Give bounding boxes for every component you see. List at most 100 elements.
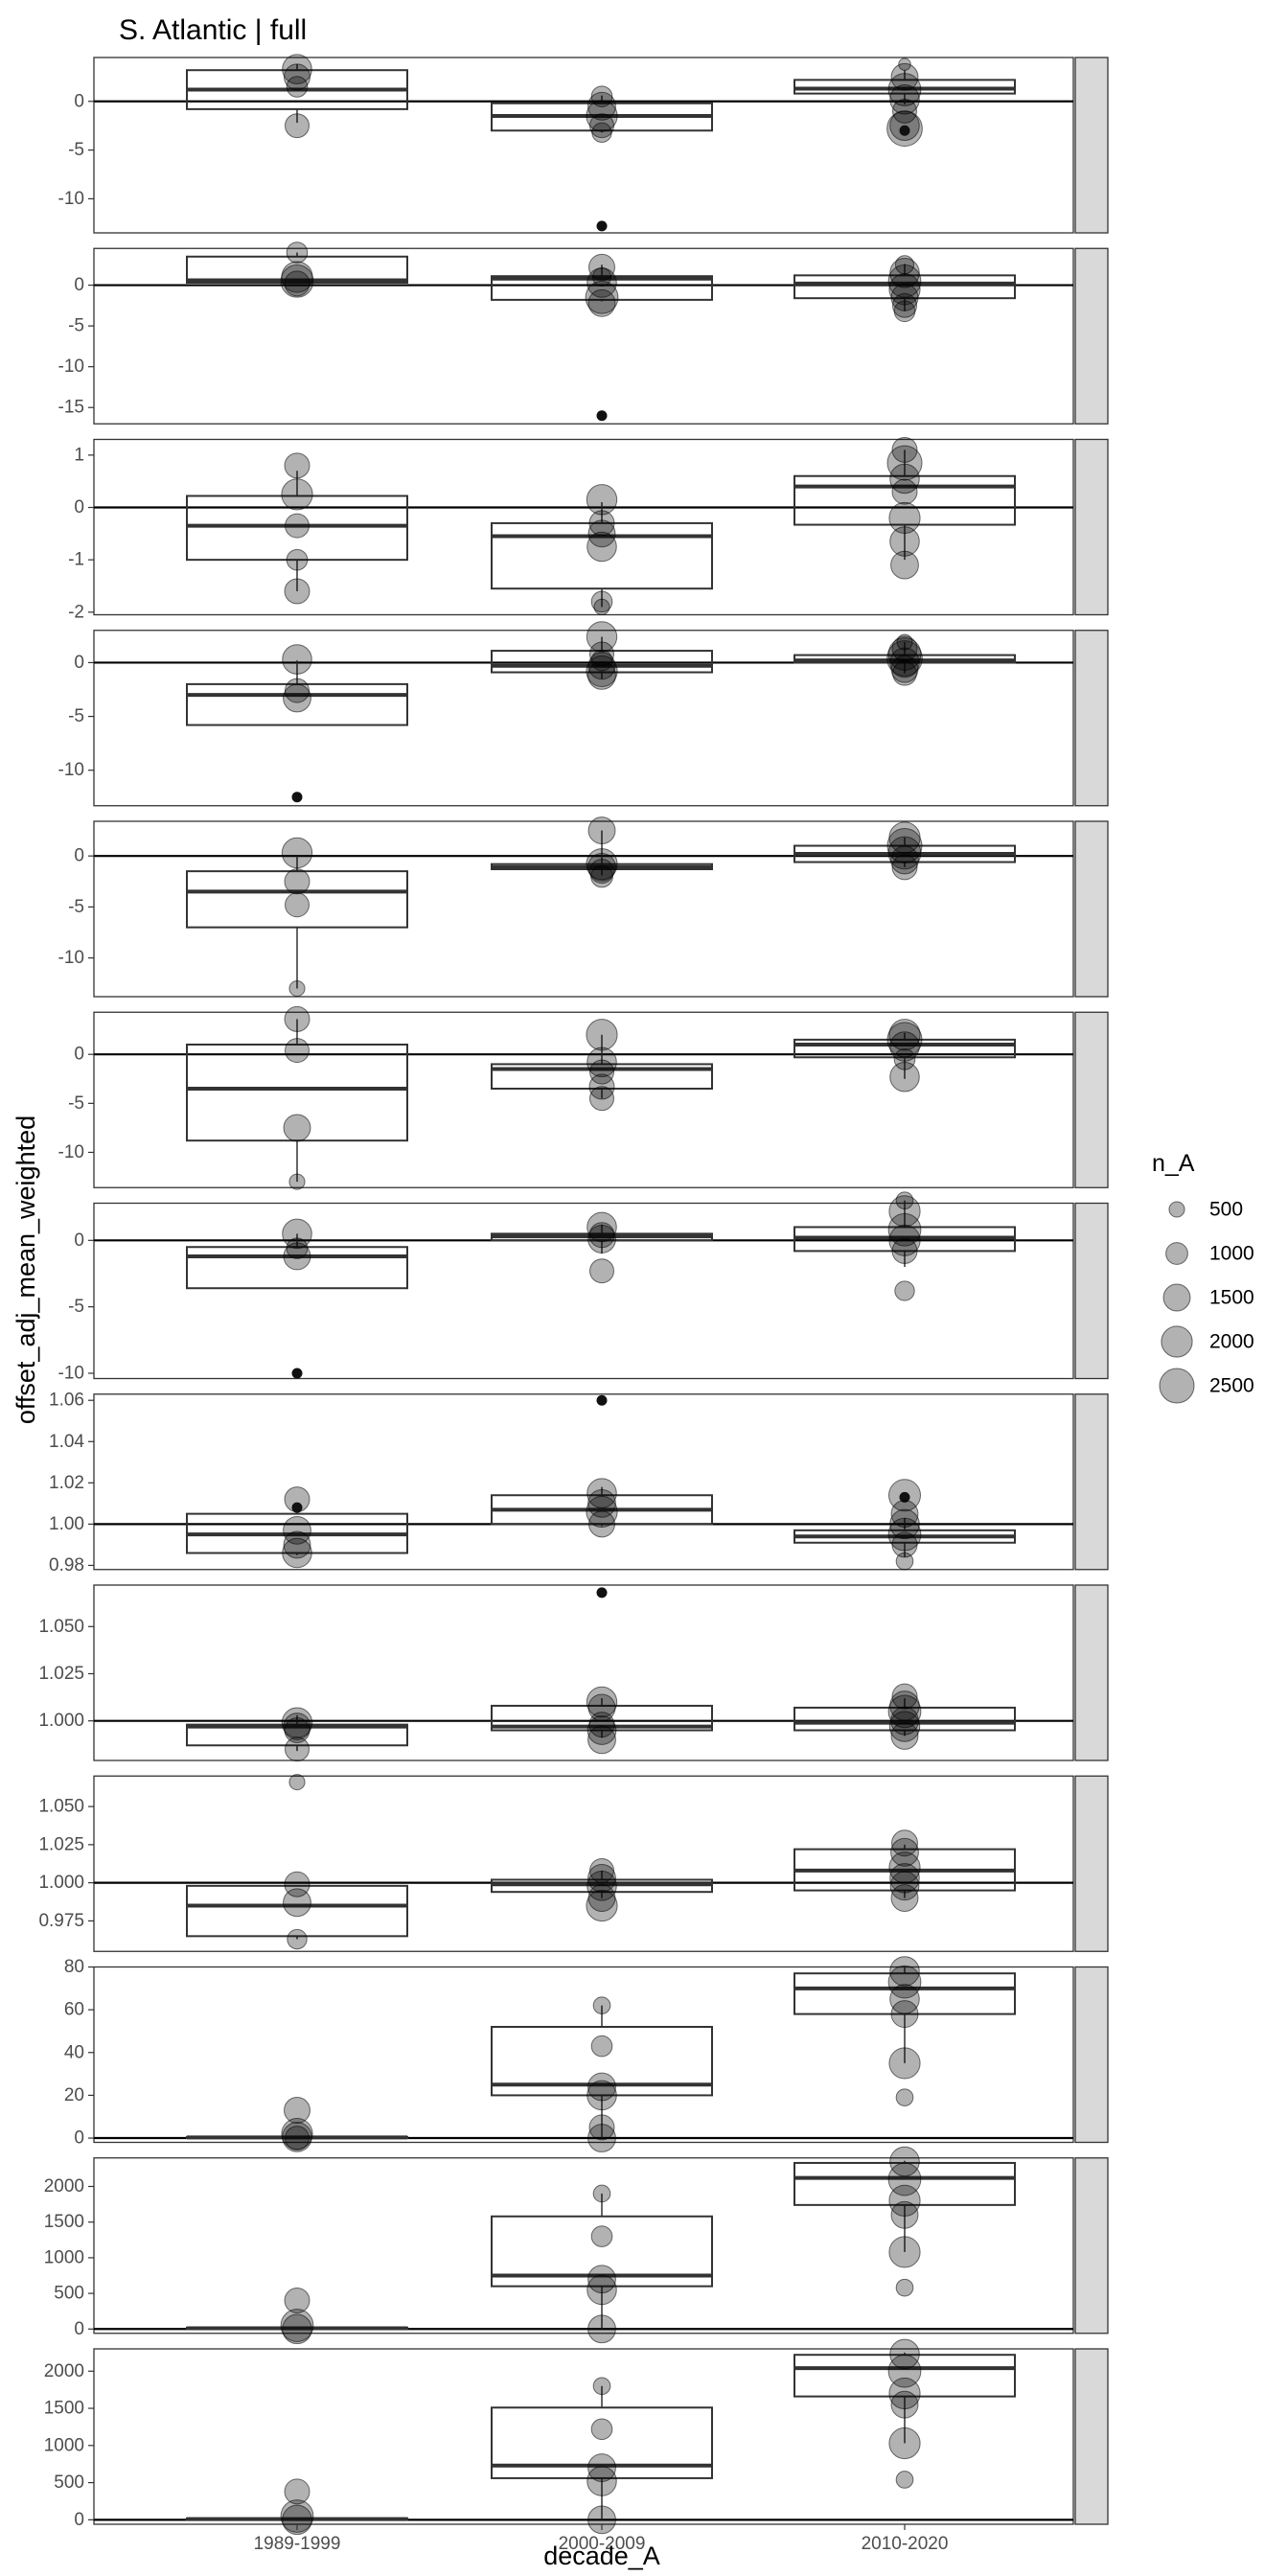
data-point bbox=[898, 58, 911, 71]
y-tick-label: 0 bbox=[74, 275, 84, 295]
legend-label: 1000 bbox=[1209, 1243, 1254, 1265]
y-tick-label: 1000 bbox=[44, 2435, 84, 2455]
y-tick-label: 1.00 bbox=[49, 1514, 84, 1534]
data-point bbox=[889, 1508, 920, 1540]
data-point bbox=[596, 220, 608, 232]
data-point bbox=[888, 1711, 921, 1742]
data-point bbox=[589, 1059, 614, 1085]
y-tick-label: 0 bbox=[74, 1045, 84, 1065]
data-point bbox=[887, 836, 922, 870]
data-point bbox=[886, 1022, 923, 1058]
box-iqr bbox=[794, 79, 1016, 95]
data-point bbox=[890, 283, 919, 311]
box-iqr bbox=[491, 2406, 713, 2479]
facet-strip bbox=[1074, 2348, 1109, 2525]
data-point bbox=[587, 2505, 616, 2535]
data-point bbox=[588, 2114, 615, 2141]
data-point bbox=[889, 647, 920, 678]
data-point bbox=[893, 300, 916, 323]
data-point bbox=[889, 2338, 920, 2370]
data-point bbox=[586, 1871, 617, 1901]
data-point bbox=[587, 2265, 616, 2294]
panel-frame bbox=[93, 820, 1074, 998]
y-tick-label: -10 bbox=[58, 948, 84, 968]
data-point bbox=[587, 652, 616, 680]
y-tick-label: -5 bbox=[68, 140, 84, 160]
y-tick-label: 1.050 bbox=[38, 1797, 84, 1817]
data-point bbox=[590, 590, 613, 613]
y-tick-label: 1.02 bbox=[49, 1473, 84, 1493]
data-point bbox=[285, 513, 310, 539]
data-point bbox=[888, 1224, 921, 1256]
data-point bbox=[283, 1888, 311, 1918]
data-point bbox=[891, 1531, 918, 1558]
data-point bbox=[589, 1258, 614, 1284]
facet-strip bbox=[1074, 1775, 1109, 1952]
y-tick-label: 1 bbox=[74, 445, 84, 465]
y-tick-label: 500 bbox=[54, 2472, 84, 2493]
data-point bbox=[587, 1225, 616, 1254]
facet-strip bbox=[1074, 1584, 1109, 1761]
data-point bbox=[589, 641, 614, 667]
data-point bbox=[889, 463, 920, 494]
data-point bbox=[592, 2184, 611, 2203]
data-point bbox=[586, 655, 618, 688]
data-point bbox=[586, 1715, 617, 1745]
y-tick-label: 60 bbox=[64, 2000, 84, 2020]
panel-frame bbox=[93, 1775, 1074, 1952]
facet-strip bbox=[1074, 630, 1109, 807]
data-point bbox=[281, 478, 313, 511]
data-point bbox=[590, 864, 613, 888]
panel-frame bbox=[93, 2157, 1074, 2334]
data-point bbox=[284, 2097, 310, 2124]
box-2010-2020 bbox=[794, 1200, 1016, 1268]
data-point bbox=[589, 113, 614, 139]
data-point bbox=[285, 892, 310, 918]
data-point bbox=[284, 63, 310, 91]
data-point bbox=[286, 548, 309, 571]
box-iqr bbox=[491, 521, 713, 590]
data-point bbox=[887, 1517, 922, 1552]
data-point bbox=[889, 1984, 920, 2014]
data-point bbox=[892, 292, 917, 318]
panel-cstar_total_phosphate: cstar_total_phosphate0-5-10 bbox=[58, 1191, 1109, 1383]
y-tick-label: -15 bbox=[58, 398, 84, 418]
data-point bbox=[889, 1061, 920, 1092]
y-tick-label: 1.06 bbox=[49, 1391, 84, 1411]
data-point bbox=[291, 792, 303, 803]
y-tick-label: 1500 bbox=[44, 2212, 84, 2232]
data-point bbox=[889, 1956, 920, 1987]
data-point bbox=[586, 1046, 617, 1078]
data-point bbox=[586, 531, 617, 563]
panel-talk_mean: talk_mean2000150010005000 bbox=[44, 2146, 1109, 2345]
data-point bbox=[586, 100, 618, 132]
legend-key bbox=[1165, 1242, 1188, 1265]
data-point bbox=[587, 1863, 616, 1893]
y-tick-label: -10 bbox=[58, 1363, 84, 1383]
data-point bbox=[284, 1005, 310, 1032]
box-iqr bbox=[186, 870, 408, 929]
facet-strip bbox=[1074, 1011, 1109, 1188]
data-point bbox=[590, 649, 613, 672]
data-point bbox=[888, 2184, 921, 2217]
y-tick-label: -5 bbox=[68, 1093, 84, 1114]
panel-cstar_nitrate: cstar_nitrate0-5-10 bbox=[58, 54, 1109, 234]
y-tick-label: 0.975 bbox=[38, 1911, 84, 1931]
data-point bbox=[890, 2390, 919, 2419]
legend-key bbox=[1168, 1201, 1185, 1218]
panel-frame bbox=[93, 57, 1074, 234]
y-tick-label: -1 bbox=[68, 550, 84, 570]
data-point bbox=[282, 644, 312, 675]
box-iqr bbox=[186, 255, 408, 284]
data-point bbox=[890, 655, 919, 683]
legend-label: 2000 bbox=[1209, 1331, 1254, 1353]
y-tick-label: 1.025 bbox=[38, 1834, 84, 1854]
facet-strip bbox=[1074, 247, 1109, 425]
data-point bbox=[895, 1552, 914, 1571]
y-tick-label: 500 bbox=[54, 2284, 84, 2304]
data-point bbox=[588, 1712, 615, 1738]
data-point bbox=[586, 2080, 617, 2111]
x-tick-label: 2000-2009 bbox=[559, 2534, 646, 2554]
